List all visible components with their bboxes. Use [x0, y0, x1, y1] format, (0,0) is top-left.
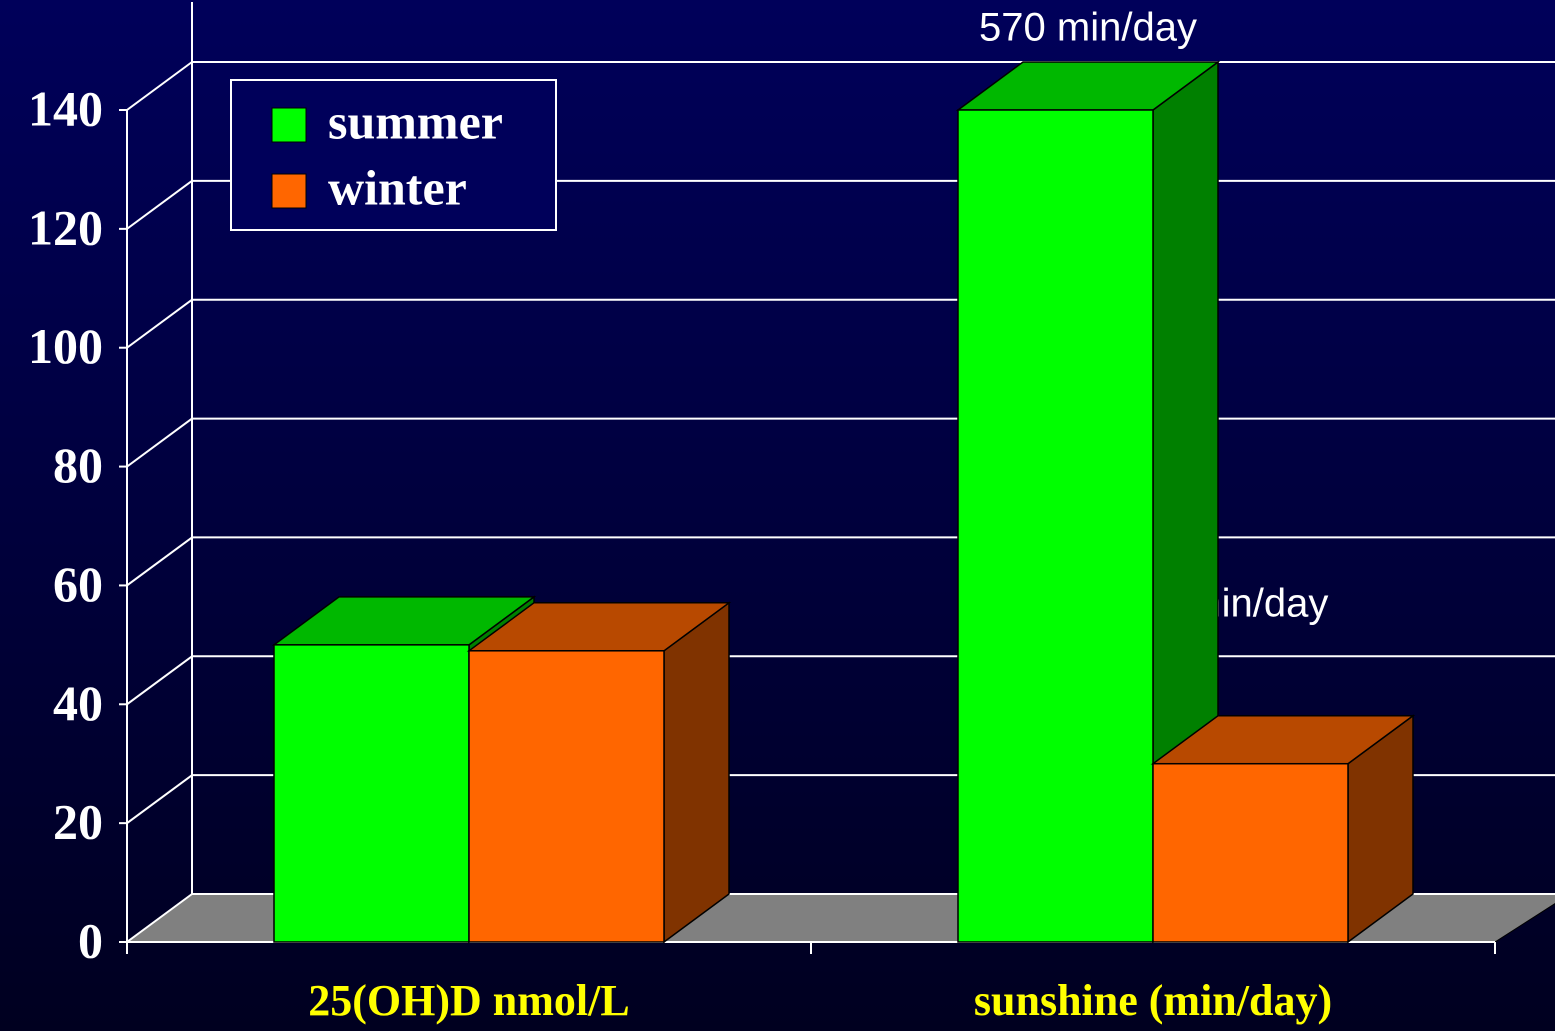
side-grid-line [126, 655, 193, 706]
y-tick-label: 60 [53, 556, 103, 612]
legend-swatch [271, 173, 307, 209]
annotation: 570 min/day [979, 6, 1197, 50]
legend-box [230, 79, 557, 231]
bar-side [663, 601, 730, 944]
bar [957, 109, 1154, 943]
x-tick-label: sunshine (min/day) [974, 976, 1332, 1025]
bar [1152, 762, 1349, 943]
y-tick-label: 140 [28, 80, 103, 136]
legend-swatch [271, 107, 307, 143]
side-grid-line [126, 417, 193, 468]
side-grid-line [126, 536, 193, 587]
y-tick-label: 0 [78, 912, 103, 968]
side-grid-line [126, 774, 193, 824]
y-tick-label: 120 [28, 199, 103, 255]
y-tick-label: 80 [53, 437, 103, 493]
legend-label: summer [328, 93, 503, 149]
side-grid-line [126, 180, 193, 230]
y-tick-label: 100 [28, 318, 103, 374]
legend-label: winter [328, 159, 467, 215]
bar [273, 644, 470, 943]
side-grid-line [126, 298, 193, 349]
y-tick-label: 40 [53, 675, 103, 731]
bar [468, 650, 665, 943]
y-tick-label: 20 [53, 794, 103, 850]
x-tick-label: 25(OH)D nmol/L [308, 976, 629, 1025]
side-grid-line [126, 61, 193, 111]
side-grid-line [126, 893, 193, 943]
